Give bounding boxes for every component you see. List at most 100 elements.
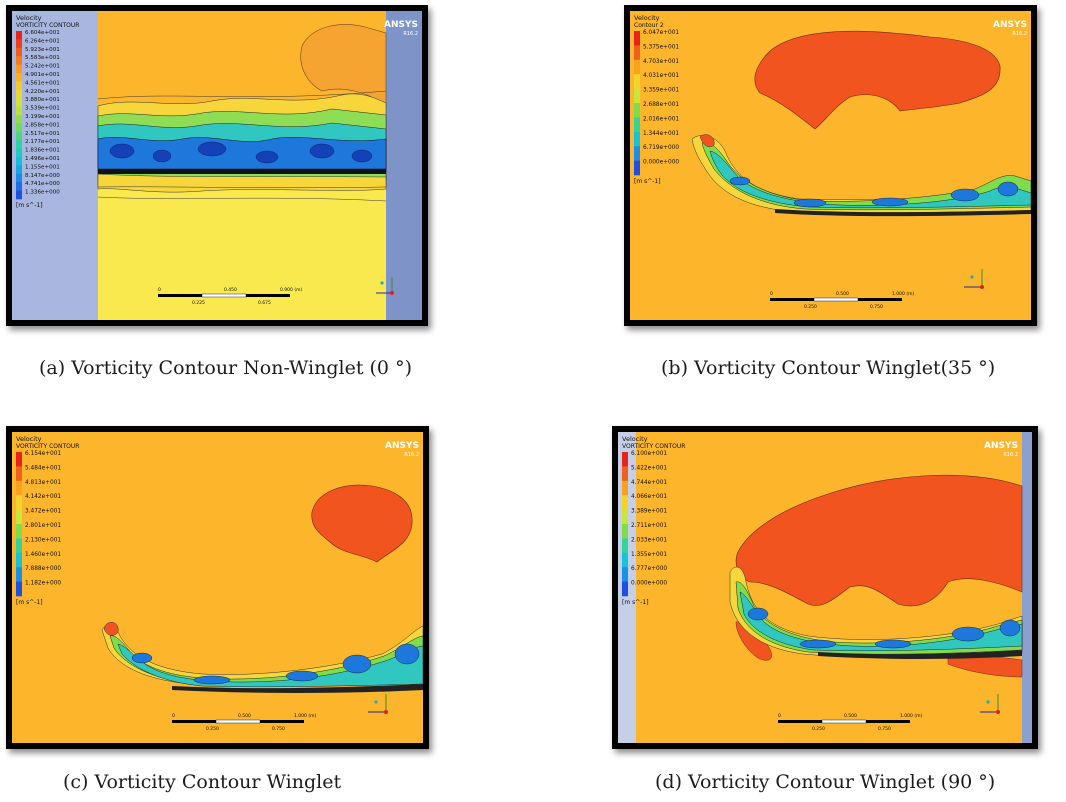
legend-value: 2.801e+001 [25, 523, 61, 529]
legend-swatch [16, 31, 22, 40]
legend-swatch [622, 538, 628, 554]
legend-value: 6.154e+001 [25, 451, 61, 457]
legend-swatch [16, 495, 22, 510]
legend-subtitle: VORTICITY CONTOUR [16, 443, 79, 450]
legend-value: 5.242e+001 [25, 64, 60, 70]
legend-units: [m s^-1] [16, 202, 43, 209]
legend-swatch [16, 524, 22, 539]
scale-label-0: 0 [778, 713, 781, 719]
legend-value: 1.460e+001 [25, 552, 61, 558]
contour-panel-b: Velocity Contour 2 6.047e+001 5.375e+001 4… [624, 5, 1037, 326]
ansys-logo: ANSYS [384, 20, 418, 30]
scale-label-end: 1.000 (m) [892, 291, 914, 297]
contour-plot-b: Velocity Contour 2 6.047e+001 5.375e+001 4… [630, 11, 1031, 320]
legend-swatch [634, 146, 640, 161]
scale-label-end: 1.000 (m) [294, 713, 316, 719]
legend-value: 1.182e+000 [25, 581, 61, 587]
legend-value: 2.016e+001 [643, 116, 679, 122]
legend-value: 0.000e+000 [643, 160, 679, 166]
legend-value: 4.703e+001 [643, 59, 679, 65]
legend-value: 5.375e+001 [643, 44, 679, 50]
legend-value: 6.264e+001 [25, 38, 60, 44]
legend-units: [m s^-1] [16, 599, 43, 606]
contour-panel-d: Velocity VORTICITY CONTOUR 6.100e+001 5.4… [612, 426, 1038, 749]
legend-subtitle: VORTICITY CONTOUR [16, 22, 79, 29]
scale-label-mid: 0.500 [844, 713, 857, 719]
legend-swatch [16, 106, 22, 116]
legend-value: 3.472e+001 [25, 509, 61, 515]
legend-swatch [16, 140, 22, 149]
legend-swatch [16, 173, 22, 183]
legend-swatch [16, 509, 22, 525]
legend-value: 5.484e+001 [25, 465, 61, 471]
legend-value: 2.688e+001 [643, 102, 679, 108]
contour-plot-d: Velocity VORTICITY CONTOUR 6.100e+001 5.4… [618, 432, 1032, 743]
axis-triad-d [980, 694, 1000, 714]
legend-value: 6.100e+001 [631, 451, 667, 457]
ansys-version: R16.2 [1012, 31, 1027, 37]
legend-value: 7.888e+000 [25, 566, 61, 572]
scale-label-q1: 0.250 [804, 304, 817, 310]
legend-swatch [16, 182, 22, 191]
legend-value: 1.355e+001 [631, 552, 667, 558]
legend-value: 2.130e+001 [25, 537, 61, 543]
legend-b: Velocity Contour 2 6.047e+001 5.375e+001 4… [634, 14, 679, 185]
legend-swatch [622, 552, 628, 568]
legend-swatch [622, 509, 628, 525]
scale-label-mid: 0.450 [224, 287, 237, 293]
legend-swatch [16, 148, 22, 158]
legend-value: 1.836e+001 [25, 148, 60, 154]
legend-swatch [634, 59, 640, 75]
legend-swatch [16, 89, 22, 99]
contour-panel-a: Velocity VORTICITY CONTOUR 6.604e+001 6.2… [6, 5, 428, 326]
legend-value: 1.155e+001 [25, 164, 60, 170]
legend-value: 6.604e+001 [25, 30, 60, 36]
scale-label-mid: 0.500 [836, 291, 849, 297]
legend-swatch [622, 524, 628, 539]
legend-value: 2.177e+001 [25, 139, 60, 145]
legend-value: 1.336e+000 [25, 190, 60, 196]
legend-swatch [16, 81, 22, 91]
legend-swatch [16, 552, 22, 568]
legend-value: 3.199e+001 [25, 114, 60, 120]
legend-value: 3.539e+001 [25, 106, 60, 112]
legend-value: 6.719e+000 [643, 145, 679, 151]
legend-value: 3.359e+001 [643, 88, 679, 94]
legend-swatch [16, 480, 22, 496]
legend-swatch [16, 581, 22, 597]
scale-label-q3: 0.675 [258, 300, 271, 306]
scale-label-q1: 0.225 [192, 300, 205, 306]
scale-label-mid: 0.500 [238, 713, 251, 719]
legend-swatch [16, 123, 22, 133]
ansys-logo: ANSYS [993, 20, 1027, 30]
legend-title: Velocity [634, 14, 660, 22]
legend-value: 4.031e+001 [643, 73, 679, 79]
legend-swatch [622, 495, 628, 510]
legend-swatch [622, 567, 628, 582]
legend-value: 2.711e+001 [631, 523, 667, 529]
legend-title: Velocity [622, 435, 648, 443]
ansys-version: R16.2 [1003, 452, 1018, 458]
legend-swatch [634, 131, 640, 147]
legend-value: 3.880e+001 [25, 97, 60, 103]
legend-swatch [16, 466, 22, 482]
legend-swatch [16, 567, 22, 582]
legend-swatch [16, 39, 22, 49]
legend-value: 8.147e+000 [25, 173, 60, 179]
scale-label-end: 1.000 (m) [900, 713, 922, 719]
legend-units: [m s^-1] [622, 599, 649, 606]
scale-label-q3: 0.750 [272, 726, 285, 732]
contour-plot-a: Velocity VORTICITY CONTOUR 6.604e+001 6.2… [12, 11, 422, 320]
legend-swatch [16, 64, 22, 74]
legend-value: 4.561e+001 [25, 80, 60, 86]
legend-value: 4.744e+001 [631, 480, 667, 486]
legend-swatch [634, 74, 640, 89]
legend-value: 4.220e+001 [25, 89, 60, 95]
scale-bar-a: 0 0.450 0.900 (m) 0.225 0.675 [158, 287, 302, 306]
legend-swatch [634, 103, 640, 118]
legend-value: 4.813e+001 [25, 480, 61, 486]
legend-swatch [622, 452, 628, 467]
scale-label-q3: 0.750 [870, 304, 883, 310]
legend-title: Velocity [16, 435, 42, 443]
ansys-version: R16.2 [403, 31, 418, 37]
